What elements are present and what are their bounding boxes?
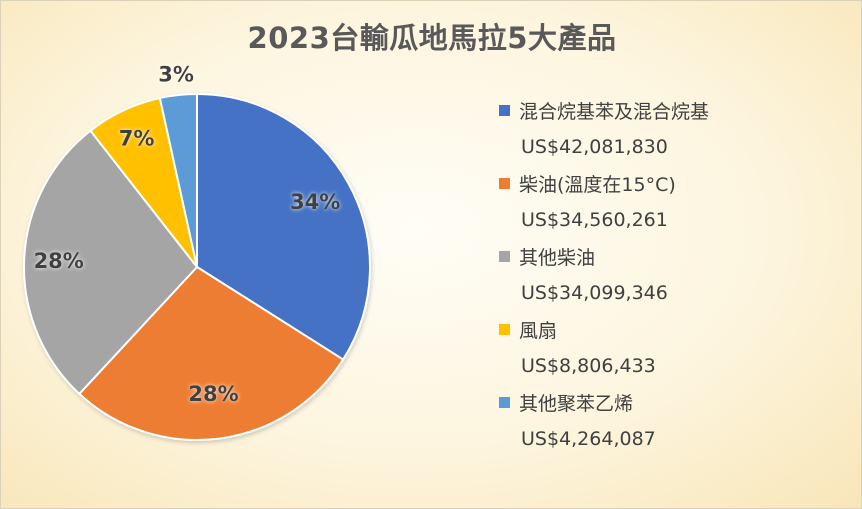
legend: 混合烷基苯及混合烷基 US$42,081,830 柴油(溫度在15°C) US$34,…	[499, 95, 849, 460]
legend-label: 混合烷基苯及混合烷基	[519, 100, 710, 123]
legend-label: 其他聚苯乙烯	[519, 392, 634, 415]
legend-swatch	[499, 250, 510, 262]
pie-percent-label-3: 28%	[34, 249, 84, 273]
legend-label: 柴油(溫度在15°C)	[519, 173, 676, 196]
pie-slices	[23, 92, 372, 442]
legend-label: 其他柴油	[519, 246, 596, 269]
legend-entry-2: 柴油(溫度在15°C) US$34,560,261	[499, 168, 849, 241]
pie-percent-labels: 34% 28% 28% 7% 3%	[34, 62, 341, 406]
legend-row: 混合烷基苯及混合烷基	[499, 95, 849, 125]
pie-percent-label-4: 7%	[119, 127, 155, 151]
legend-value: US$4,264,087	[521, 428, 656, 450]
legend-entry-1: 混合烷基苯及混合烷基 US$42,081,830	[499, 95, 849, 168]
pie-slice-3	[23, 129, 199, 396]
legend-entry-4: 風扇 US$8,806,433	[499, 314, 849, 387]
legend-swatch	[499, 177, 510, 189]
legend-entry-5: 其他聚苯乙烯 US$4,264,087	[499, 387, 849, 460]
legend-label: 風扇	[519, 319, 558, 342]
pie-slice-1	[196, 92, 372, 361]
pie-percent-label-5: 3%	[158, 62, 194, 86]
legend-swatch	[499, 323, 510, 335]
legend-row: 風扇	[499, 314, 849, 344]
legend-value: US$34,099,346	[521, 282, 668, 304]
legend-entry-3: 其他柴油 US$34,099,346	[499, 241, 849, 314]
legend-value: US$8,806,433	[521, 355, 656, 377]
legend-swatch	[499, 104, 510, 116]
legend-value: US$34,560,261	[521, 209, 668, 231]
pie-slice-5	[158, 92, 198, 268]
chart-title: 2023台輸瓜地馬拉5大產品	[247, 21, 617, 55]
legend-swatch	[499, 396, 510, 408]
pie-percent-label-2: 28%	[188, 382, 238, 406]
pie-slice-2	[77, 265, 345, 442]
pie-percent-label-1: 34%	[290, 190, 340, 214]
legend-row: 其他柴油	[499, 241, 849, 271]
legend-value: US$42,081,830	[521, 136, 668, 158]
legend-row: 柴油(溫度在15°C)	[499, 168, 849, 198]
legend-row: 其他聚苯乙烯	[499, 387, 849, 417]
